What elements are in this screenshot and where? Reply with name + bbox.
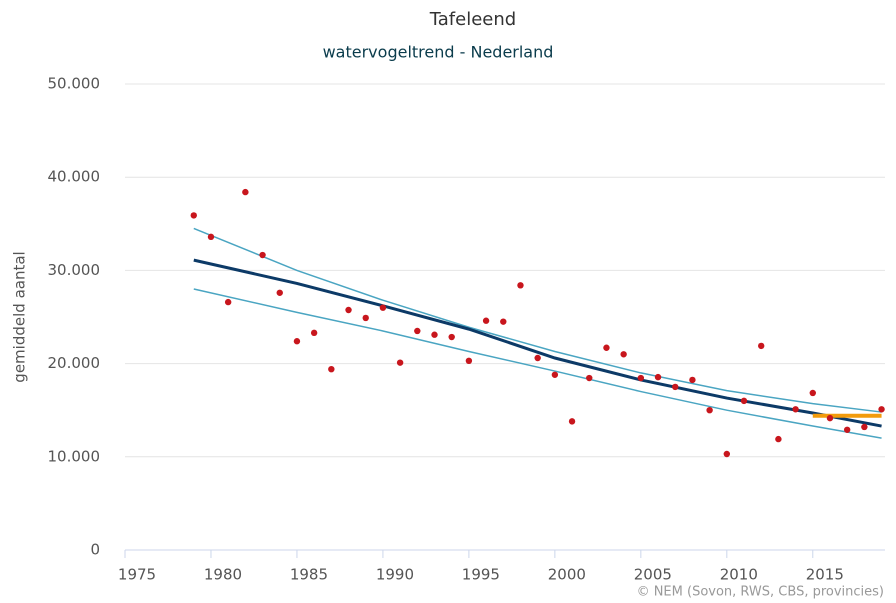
x-tick-label: 2005 <box>634 566 672 584</box>
data-point <box>740 397 748 405</box>
data-point <box>637 374 645 382</box>
x-tick-label: 2015 <box>806 566 844 584</box>
data-point <box>362 314 369 322</box>
data-point <box>207 233 215 241</box>
y-tick-label: 50.000 <box>48 75 101 93</box>
trend-line <box>193 288 882 439</box>
data-point <box>431 331 438 338</box>
data-point <box>259 251 266 259</box>
data-point <box>843 426 851 433</box>
y-axis-label: gemiddeld aantal <box>11 251 29 382</box>
trend-line <box>193 258 882 428</box>
data-point <box>534 354 541 362</box>
data-point <box>620 351 627 358</box>
data-point <box>517 282 524 289</box>
data-point <box>276 289 283 296</box>
y-tick-label: 0 <box>90 541 100 559</box>
data-point <box>345 306 352 314</box>
data-point <box>672 383 679 391</box>
data-point <box>757 342 765 350</box>
y-tick-label: 40.000 <box>48 168 101 186</box>
x-tick-label: 1980 <box>204 566 242 584</box>
data-point <box>878 406 885 413</box>
data-point <box>396 359 404 366</box>
y-tick-label: 20.000 <box>48 354 101 372</box>
chart-title: Tafeleend <box>429 9 516 30</box>
x-tick-label: 1985 <box>290 566 328 584</box>
x-tick-label: 2000 <box>548 566 586 584</box>
x-tick-label: 1975 <box>118 566 156 584</box>
data-point <box>706 407 713 414</box>
data-point <box>190 212 197 219</box>
data-point <box>861 423 868 431</box>
chart-subtitle: watervogeltrend - Nederland <box>323 43 554 62</box>
y-tick-label: 10.000 <box>48 447 101 465</box>
data-point <box>310 329 318 337</box>
x-tick-label: 1995 <box>462 566 500 584</box>
data-point <box>792 406 799 413</box>
credit: © NEM (Sovon, RWS, CBS, provincies) <box>637 585 884 600</box>
trend-line <box>193 227 882 413</box>
data-point <box>293 338 301 345</box>
data-point <box>448 333 455 341</box>
data-point <box>775 435 782 443</box>
data-point <box>586 374 593 382</box>
data-point <box>242 188 249 196</box>
data-point <box>689 376 696 384</box>
data-point <box>551 371 559 378</box>
data-point <box>809 389 816 397</box>
data-point <box>328 365 335 373</box>
data-point <box>654 373 662 381</box>
data-point <box>500 318 507 325</box>
data-point <box>568 418 576 425</box>
y-tick-label: 30.000 <box>48 261 101 279</box>
data-point <box>723 450 731 458</box>
data-point <box>224 298 232 306</box>
data-point <box>465 357 473 365</box>
x-tick-label: 2010 <box>720 566 758 584</box>
data-point <box>379 304 387 311</box>
x-tick-label: 1990 <box>376 566 414 584</box>
data-point <box>826 414 834 422</box>
data-point <box>603 344 610 351</box>
data-point <box>482 317 490 324</box>
data-point <box>414 327 421 335</box>
